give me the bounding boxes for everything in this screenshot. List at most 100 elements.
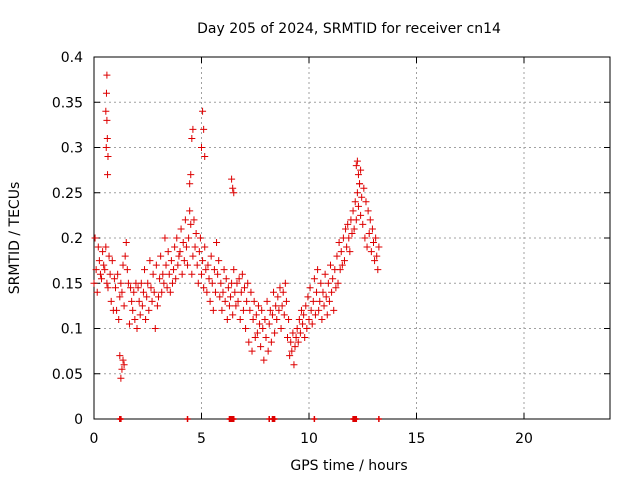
data-point (229, 311, 237, 319)
data-point (200, 125, 208, 133)
bottom-marker (271, 416, 278, 422)
data-point (236, 315, 244, 323)
data-point (199, 107, 207, 115)
x-tick-label: 5 (197, 431, 206, 447)
data-point (346, 248, 354, 256)
data-point (196, 234, 204, 242)
data-point (272, 302, 280, 310)
data-point (261, 315, 269, 323)
data-point (91, 234, 99, 242)
data-point (135, 297, 143, 305)
data-point (159, 270, 167, 278)
y-tick-label: 0.15 (52, 276, 83, 292)
data-point (174, 261, 182, 269)
data-point (286, 352, 294, 360)
data-point (206, 297, 214, 305)
data-point (99, 248, 107, 256)
data-point (284, 334, 291, 342)
data-point (356, 180, 364, 188)
data-point (360, 184, 368, 192)
data-point (158, 288, 166, 296)
data-point (267, 338, 275, 346)
data-point (221, 297, 229, 305)
data-point (201, 153, 209, 161)
data-point (177, 225, 185, 233)
data-point (178, 270, 186, 278)
data-point (136, 311, 144, 319)
data-point (102, 107, 110, 115)
data-point (368, 225, 376, 233)
data-point (120, 302, 128, 310)
data-point (352, 216, 360, 224)
data-point (171, 243, 179, 251)
data-point (139, 288, 147, 296)
data-point (152, 261, 160, 269)
bottom-marker (375, 416, 382, 422)
data-point (365, 229, 373, 237)
data-point (198, 270, 205, 278)
data-point (338, 261, 346, 269)
data-point (189, 252, 197, 260)
data-point (141, 266, 149, 274)
data-point (130, 288, 138, 296)
data-point (262, 334, 270, 342)
data-point (321, 270, 329, 278)
data-point (241, 284, 248, 292)
data-point (242, 325, 250, 332)
data-point (330, 306, 338, 314)
data-point (274, 293, 282, 301)
data-point (329, 275, 337, 283)
data-point (273, 315, 281, 323)
data-point (296, 329, 304, 337)
data-point (317, 279, 325, 287)
data-point (307, 306, 315, 314)
data-point (187, 220, 195, 228)
data-point (336, 266, 344, 274)
data-point (103, 279, 111, 287)
data-point (315, 306, 323, 314)
data-point (313, 288, 321, 296)
data-point (266, 306, 274, 314)
x-tick-label: 10 (300, 431, 318, 447)
data-point (340, 257, 348, 265)
data-point (345, 234, 353, 242)
data-point (238, 270, 246, 278)
data-point (374, 266, 382, 274)
data-point (270, 288, 278, 296)
data-point (239, 306, 247, 314)
data-point (301, 334, 309, 342)
data-point (186, 207, 194, 215)
data-point (303, 325, 311, 332)
data-point (209, 306, 217, 314)
data-point (175, 252, 183, 260)
data-point (215, 257, 223, 265)
data-point (133, 325, 141, 332)
data-point (361, 234, 369, 242)
data-point (275, 306, 283, 314)
data-point (320, 302, 328, 310)
data-point (358, 193, 366, 201)
data-point (195, 248, 203, 256)
data-point (185, 234, 193, 242)
data-point (260, 356, 268, 364)
data-point (134, 284, 142, 292)
data-point (148, 297, 156, 305)
data-point (279, 288, 287, 296)
data-point (277, 325, 285, 332)
data-point (246, 306, 254, 314)
data-point (258, 306, 266, 314)
data-point (122, 239, 130, 247)
data-point (276, 284, 284, 292)
data-point (115, 315, 123, 323)
data-point (288, 347, 296, 355)
data-point (203, 288, 211, 296)
data-point (127, 284, 135, 292)
data-point (366, 216, 374, 224)
data-point (367, 248, 375, 256)
data-point (103, 134, 111, 142)
data-point (282, 297, 290, 305)
data-point (124, 279, 132, 287)
data-point (104, 153, 112, 161)
data-point (137, 279, 145, 287)
data-point (342, 225, 350, 233)
